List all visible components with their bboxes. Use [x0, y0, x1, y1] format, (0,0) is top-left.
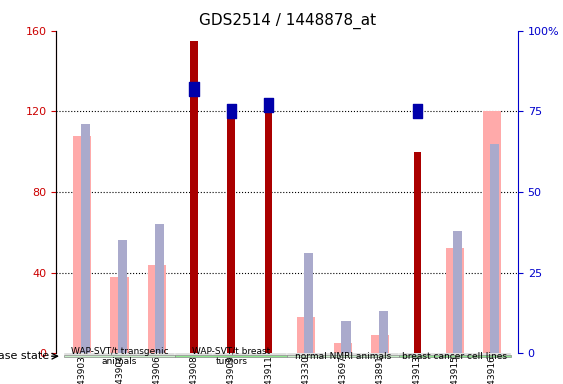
FancyBboxPatch shape	[361, 353, 399, 355]
FancyBboxPatch shape	[138, 353, 176, 355]
Bar	[483, 111, 501, 353]
Bar	[81, 124, 90, 353]
Bar	[190, 41, 198, 353]
Text: breast cancer cell lines: breast cancer cell lines	[402, 352, 507, 361]
Text: normal NMRI animals: normal NMRI animals	[295, 352, 391, 361]
FancyBboxPatch shape	[213, 353, 250, 355]
FancyBboxPatch shape	[287, 353, 324, 355]
Title: GDS2514 / 1448878_at: GDS2514 / 1448878_at	[199, 13, 376, 29]
Bar	[304, 253, 313, 353]
Bar	[334, 343, 352, 353]
Bar	[445, 248, 464, 353]
Bar	[227, 109, 235, 353]
FancyBboxPatch shape	[176, 353, 213, 355]
Text: disease state: disease state	[0, 351, 49, 361]
Bar	[118, 240, 127, 353]
Bar	[379, 311, 388, 353]
Text: WAP-SVT/t breast
tumors: WAP-SVT/t breast tumors	[192, 346, 270, 366]
FancyBboxPatch shape	[64, 356, 176, 357]
FancyBboxPatch shape	[64, 353, 101, 355]
FancyBboxPatch shape	[287, 356, 399, 357]
FancyBboxPatch shape	[250, 353, 287, 355]
Bar	[265, 113, 272, 353]
FancyBboxPatch shape	[101, 353, 138, 355]
Bar	[297, 317, 315, 353]
Bar	[453, 231, 462, 353]
FancyBboxPatch shape	[176, 356, 287, 357]
Bar	[73, 136, 91, 353]
Text: WAP-SVT/t transgenic
animals: WAP-SVT/t transgenic animals	[71, 346, 168, 366]
FancyBboxPatch shape	[436, 353, 473, 355]
Bar	[414, 152, 421, 353]
FancyBboxPatch shape	[473, 353, 511, 355]
Bar	[341, 321, 351, 353]
Bar	[155, 224, 164, 353]
Bar	[371, 335, 390, 353]
Bar	[490, 144, 499, 353]
Bar	[148, 265, 166, 353]
FancyBboxPatch shape	[399, 353, 436, 355]
FancyBboxPatch shape	[324, 353, 361, 355]
Bar	[110, 276, 129, 353]
FancyBboxPatch shape	[399, 356, 511, 357]
